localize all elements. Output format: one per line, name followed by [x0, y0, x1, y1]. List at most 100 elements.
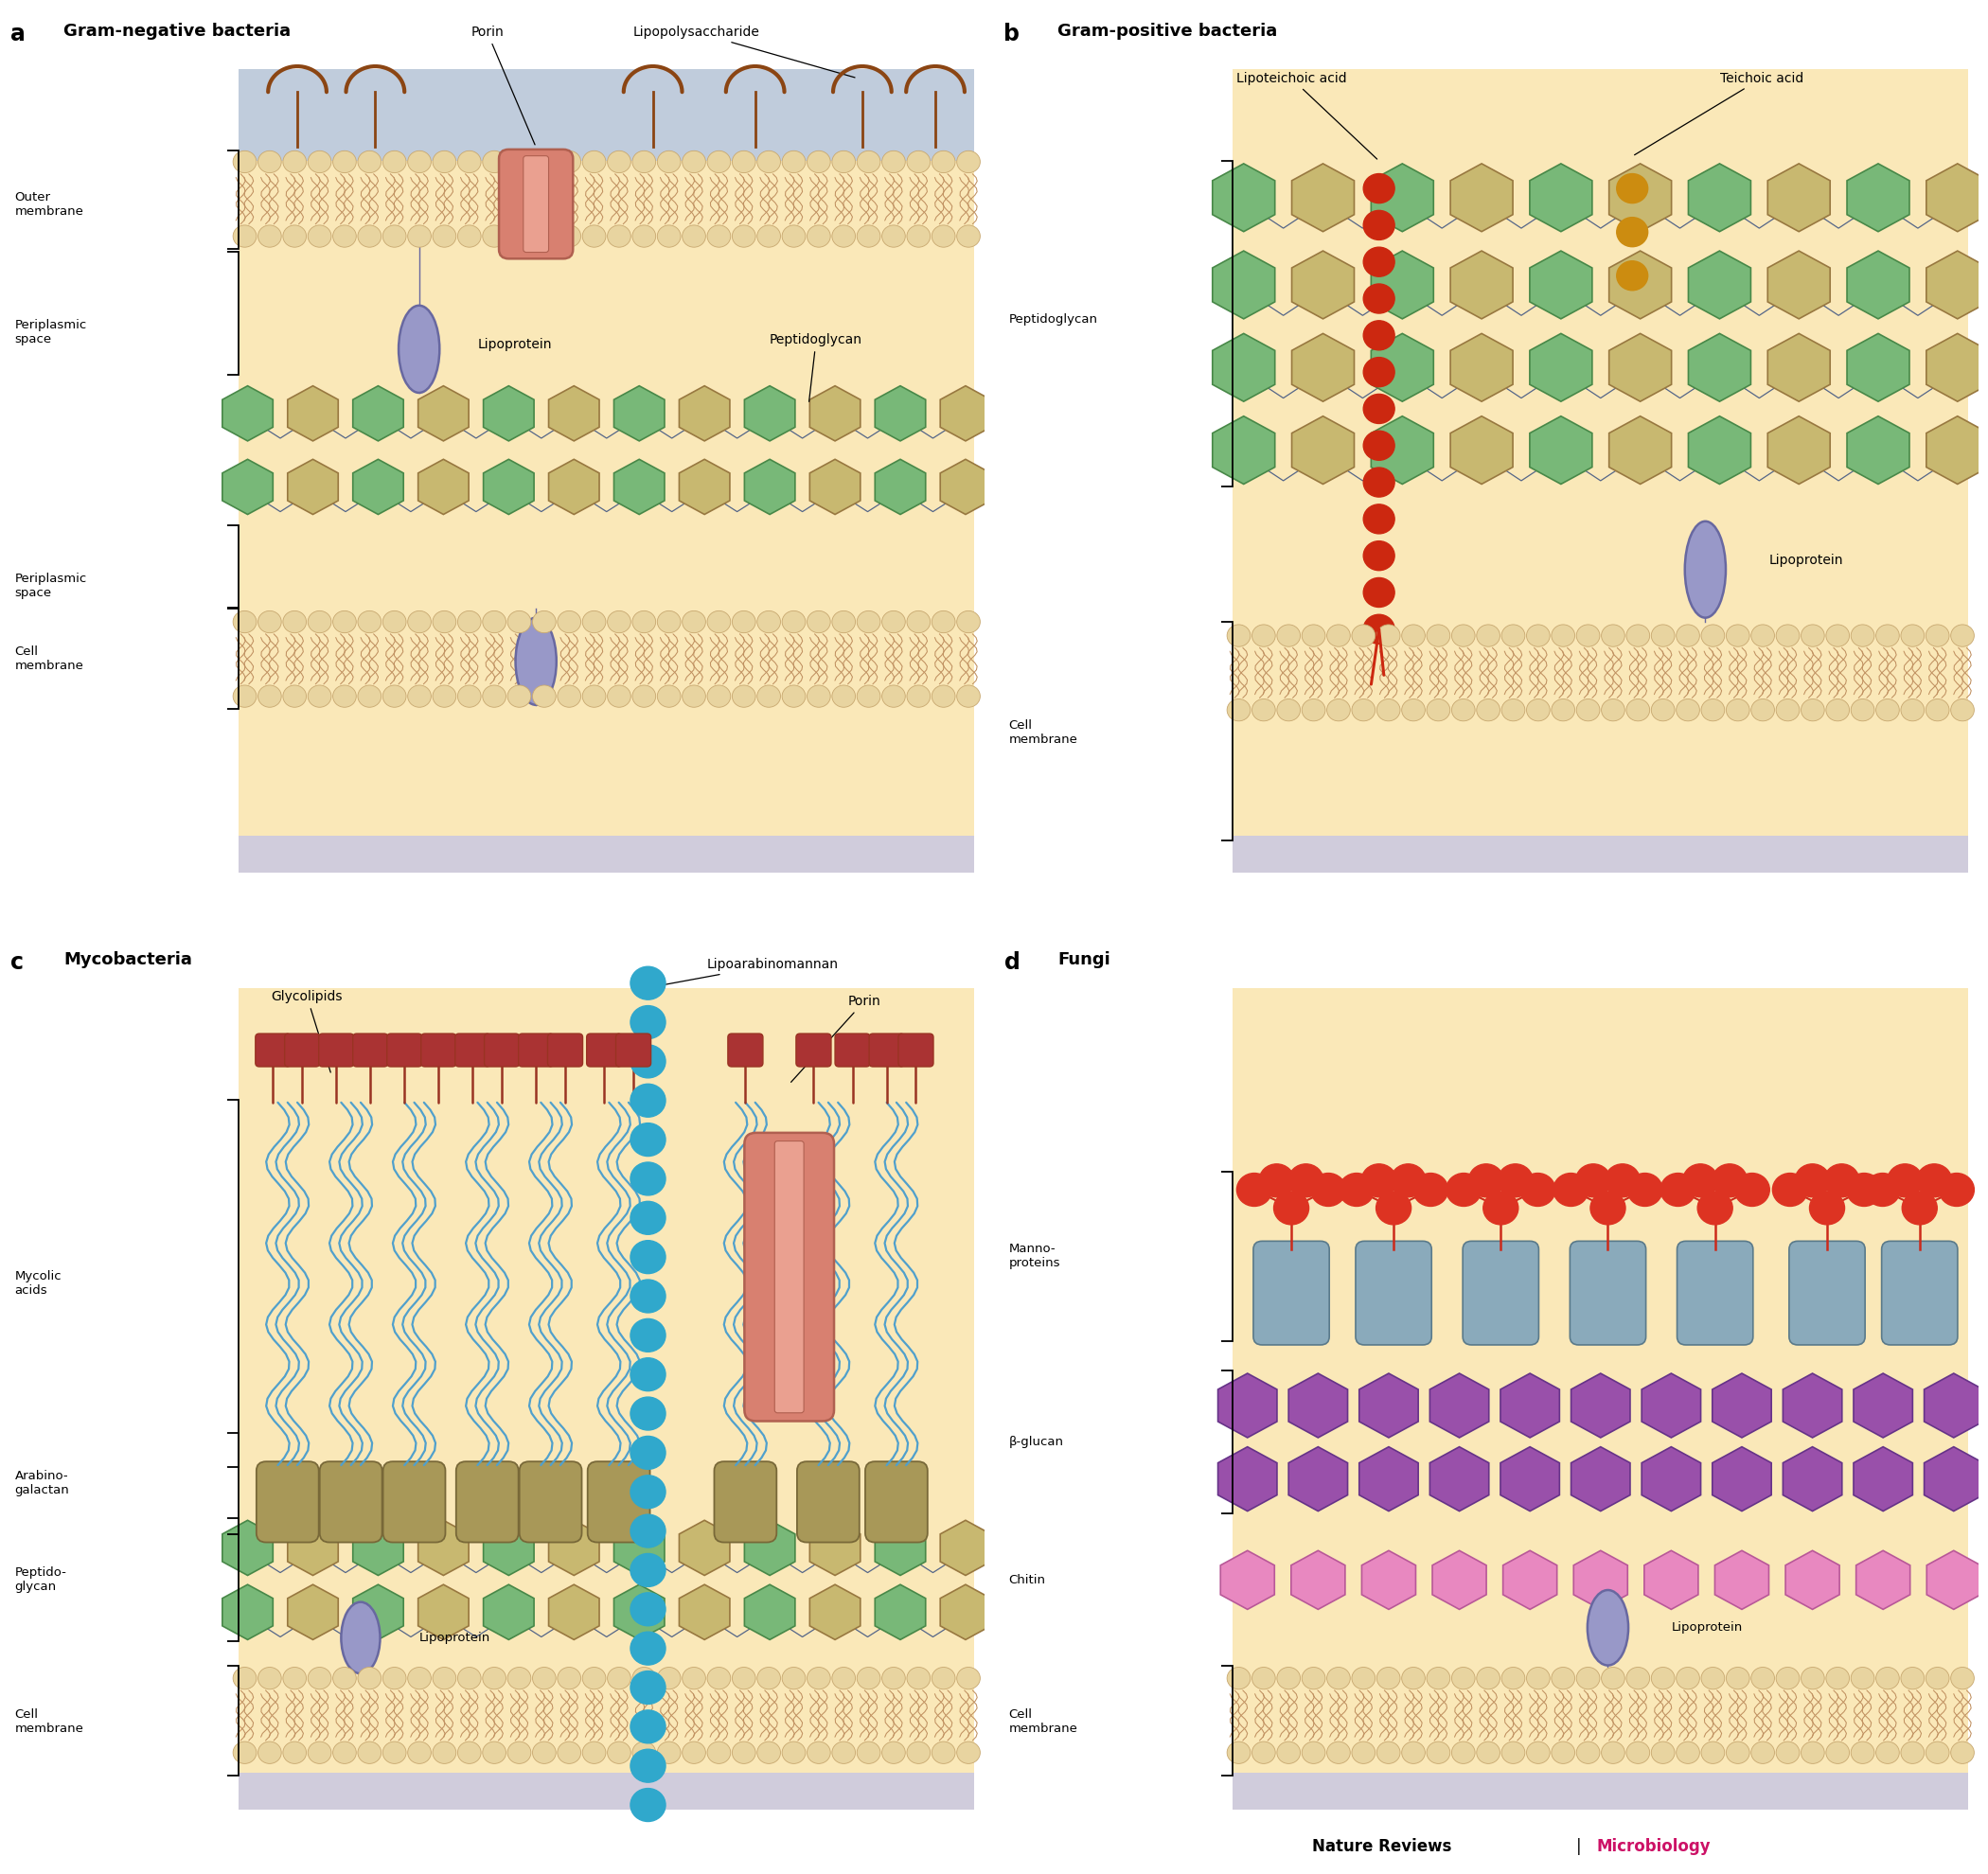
Text: Peptidoglycan: Peptidoglycan — [1008, 313, 1097, 326]
Polygon shape — [1360, 1447, 1417, 1510]
Circle shape — [582, 225, 606, 247]
Text: Cell
membrane: Cell membrane — [1008, 720, 1077, 746]
Circle shape — [757, 611, 781, 633]
Circle shape — [883, 150, 905, 172]
Polygon shape — [1213, 163, 1274, 232]
Circle shape — [807, 1741, 831, 1763]
Text: Lipopolysaccharide: Lipopolysaccharide — [634, 26, 855, 77]
Circle shape — [1227, 1668, 1250, 1688]
Circle shape — [1302, 1741, 1326, 1763]
Polygon shape — [680, 459, 730, 515]
Polygon shape — [483, 386, 535, 440]
Circle shape — [857, 611, 881, 633]
Circle shape — [1827, 1741, 1849, 1763]
Circle shape — [1801, 624, 1825, 647]
FancyBboxPatch shape — [865, 1462, 928, 1542]
Circle shape — [308, 1668, 332, 1688]
Circle shape — [682, 150, 706, 172]
Circle shape — [807, 150, 831, 172]
Circle shape — [732, 686, 755, 706]
Circle shape — [1501, 624, 1525, 647]
Circle shape — [457, 611, 481, 633]
Circle shape — [1847, 1173, 1881, 1207]
Polygon shape — [875, 386, 926, 440]
Circle shape — [258, 1668, 282, 1688]
Polygon shape — [352, 459, 404, 515]
Circle shape — [1901, 699, 1924, 721]
Circle shape — [1427, 624, 1449, 647]
Text: Porin: Porin — [471, 26, 535, 144]
Circle shape — [1364, 320, 1394, 350]
Polygon shape — [1608, 163, 1672, 232]
Circle shape — [833, 225, 855, 247]
Circle shape — [1926, 1741, 1948, 1763]
Circle shape — [1364, 504, 1394, 534]
Circle shape — [384, 225, 406, 247]
Polygon shape — [744, 386, 795, 440]
Polygon shape — [352, 1520, 404, 1576]
Circle shape — [408, 611, 431, 633]
Circle shape — [1378, 624, 1400, 647]
Circle shape — [1553, 1173, 1588, 1207]
Text: Outer
membrane: Outer membrane — [14, 191, 83, 217]
Circle shape — [258, 150, 282, 172]
Circle shape — [932, 611, 954, 633]
Circle shape — [608, 686, 630, 706]
Circle shape — [1477, 699, 1501, 721]
Polygon shape — [1288, 1374, 1348, 1437]
FancyBboxPatch shape — [499, 150, 573, 259]
Polygon shape — [417, 1520, 469, 1576]
Polygon shape — [744, 459, 795, 515]
FancyBboxPatch shape — [320, 1462, 382, 1542]
Circle shape — [433, 686, 455, 706]
Circle shape — [1227, 624, 1250, 647]
Text: Lipoprotein: Lipoprotein — [1769, 553, 1843, 568]
Circle shape — [1477, 1668, 1501, 1688]
Circle shape — [1652, 699, 1674, 721]
Circle shape — [883, 686, 905, 706]
Circle shape — [1527, 624, 1551, 647]
Circle shape — [408, 1668, 431, 1688]
Polygon shape — [1360, 1374, 1417, 1437]
Circle shape — [483, 150, 507, 172]
Circle shape — [1926, 624, 1948, 647]
Circle shape — [757, 686, 781, 706]
Circle shape — [1901, 1741, 1924, 1763]
Circle shape — [1827, 699, 1849, 721]
Circle shape — [1227, 699, 1250, 721]
Circle shape — [1616, 260, 1648, 290]
Circle shape — [807, 1668, 831, 1688]
Circle shape — [1376, 1192, 1411, 1224]
Circle shape — [833, 150, 855, 172]
FancyBboxPatch shape — [899, 1034, 934, 1066]
Circle shape — [533, 225, 557, 247]
Circle shape — [1527, 1741, 1551, 1763]
Polygon shape — [614, 1520, 664, 1576]
Circle shape — [1775, 699, 1799, 721]
Circle shape — [408, 225, 431, 247]
Circle shape — [632, 1741, 656, 1763]
Circle shape — [1477, 1741, 1501, 1763]
Polygon shape — [1926, 163, 1988, 232]
Circle shape — [557, 225, 580, 247]
Ellipse shape — [515, 618, 557, 705]
Circle shape — [1626, 1741, 1650, 1763]
Circle shape — [630, 1593, 666, 1627]
Text: Cell
membrane: Cell membrane — [14, 647, 83, 673]
Circle shape — [282, 150, 306, 172]
Circle shape — [1877, 624, 1899, 647]
Circle shape — [233, 1668, 256, 1688]
Text: Arabino-
galactan: Arabino- galactan — [14, 1471, 70, 1497]
Polygon shape — [1767, 251, 1831, 319]
Circle shape — [233, 225, 256, 247]
Circle shape — [1551, 699, 1574, 721]
Circle shape — [632, 686, 656, 706]
Text: Lipoprotein: Lipoprotein — [419, 1632, 491, 1643]
Circle shape — [308, 1741, 332, 1763]
Polygon shape — [1767, 416, 1831, 483]
Polygon shape — [1529, 163, 1592, 232]
Circle shape — [1576, 624, 1600, 647]
Polygon shape — [288, 459, 338, 515]
Circle shape — [533, 611, 557, 633]
Circle shape — [1901, 624, 1924, 647]
